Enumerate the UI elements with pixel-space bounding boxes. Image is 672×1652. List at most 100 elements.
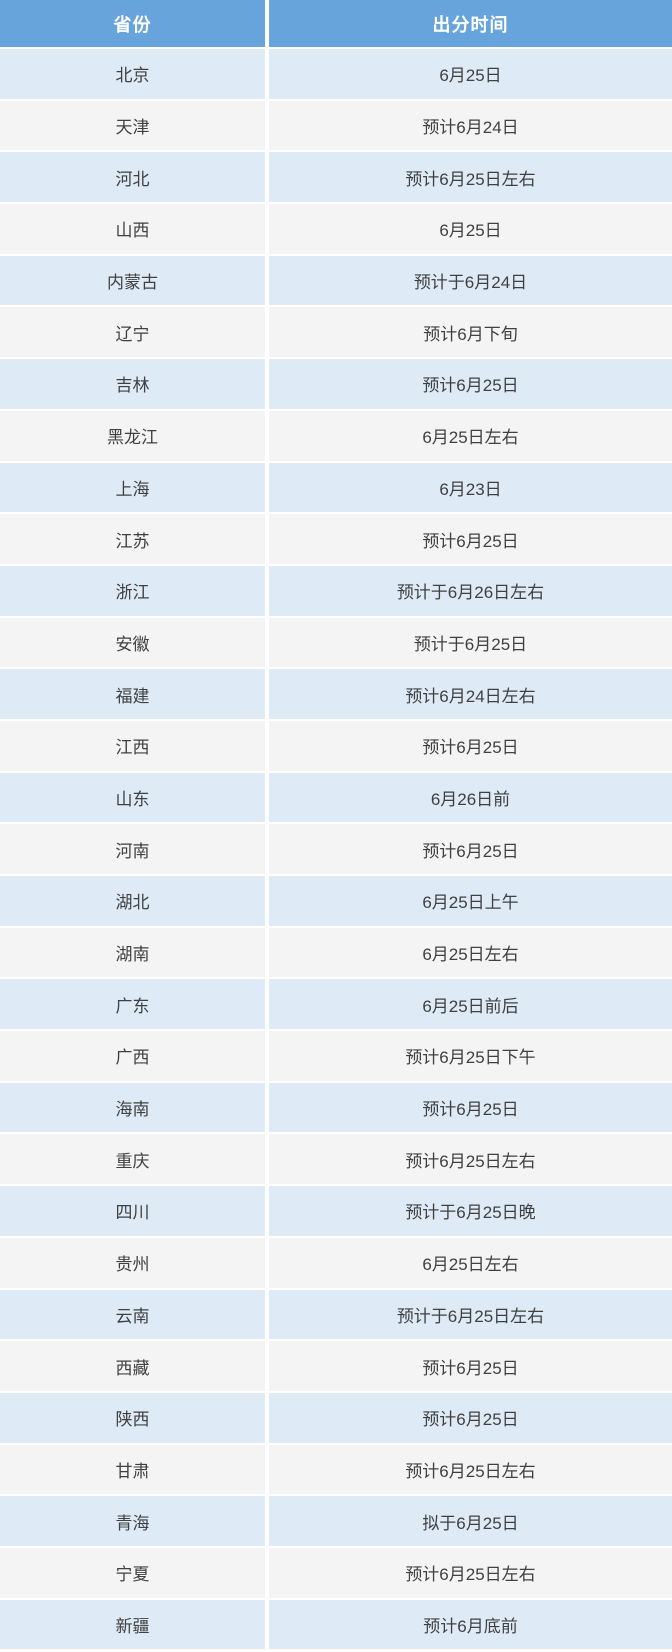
score-time-cell: 6月25日左右	[265, 408, 672, 462]
table-row: 北京 6月25日	[0, 47, 672, 100]
province-cell: 青海	[0, 1494, 267, 1547]
province-cell: 广东	[0, 977, 267, 1031]
province-cell: 湖北	[0, 874, 267, 927]
score-time-cell: 预计6月25日左右	[265, 1545, 672, 1599]
score-time-cell: 预计6月底前	[265, 1597, 672, 1650]
table-row: 宁夏 预计6月25日左右	[0, 1545, 672, 1599]
table-row: 山东 6月26日前	[0, 770, 672, 824]
table-row: 辽宁 预计6月下旬	[0, 305, 672, 359]
score-time-cell: 6月25日左右	[265, 1235, 672, 1289]
table-row: 内蒙古 预计于6月24日	[0, 253, 672, 307]
table-row: 安徽 预计于6月25日	[0, 615, 672, 669]
table-row: 重庆 预计6月25日左右	[0, 1132, 672, 1186]
province-cell: 广西	[0, 1029, 267, 1082]
score-time-cell: 预计6月25日左右	[265, 1442, 672, 1496]
table-body: 北京 6月25日 天津 预计6月24日 河北 预计6月25日左右 山西 6月25日 内蒙古 预计于…	[0, 47, 672, 1650]
score-time-cell: 6月25日前后	[265, 977, 672, 1031]
province-cell: 山西	[0, 202, 267, 255]
province-cell: 江西	[0, 718, 267, 772]
province-cell: 山东	[0, 770, 267, 824]
table-row: 天津 预计6月24日	[0, 98, 672, 152]
table-row: 河北 预计6月25日左右	[0, 150, 672, 204]
score-time-cell: 6月26日前	[265, 770, 672, 824]
score-time-cell: 6月23日	[265, 460, 672, 514]
table-row: 福建 预计6月24日左右	[0, 667, 672, 720]
province-cell: 安徽	[0, 615, 267, 669]
table-row: 贵州 6月25日左右	[0, 1235, 672, 1289]
table-header: 省份 出分时间	[0, 0, 672, 48]
header-row: 省份 出分时间	[0, 0, 672, 48]
score-time-cell: 预计6月25日	[265, 357, 672, 410]
province-cell: 湖南	[0, 925, 267, 979]
score-time-cell: 预计于6月26日左右	[265, 563, 672, 617]
score-time-cell: 预计于6月24日	[265, 253, 672, 307]
table-row: 甘肃 预计6月25日左右	[0, 1442, 672, 1496]
province-cell: 贵州	[0, 1235, 267, 1289]
province-cell: 浙江	[0, 563, 267, 617]
province-cell: 天津	[0, 98, 267, 152]
province-cell: 重庆	[0, 1132, 267, 1186]
province-cell: 陕西	[0, 1390, 267, 1444]
table-row: 四川 预计于6月25日晚	[0, 1184, 672, 1237]
province-cell: 云南	[0, 1287, 267, 1341]
score-time-cell: 6月25日	[265, 47, 672, 100]
score-time-cell: 预计6月24日左右	[265, 667, 672, 720]
table-row: 吉林 预计6月25日	[0, 357, 672, 410]
province-cell: 黑龙江	[0, 408, 267, 462]
score-time-cell: 6月25日上午	[265, 874, 672, 927]
score-time-cell: 预计6月25日	[265, 718, 672, 772]
province-cell: 西藏	[0, 1339, 267, 1392]
score-time-cell: 预计于6月25日晚	[265, 1184, 672, 1237]
province-cell: 吉林	[0, 357, 267, 410]
table-row: 海南 预计6月25日	[0, 1080, 672, 1134]
province-cell: 内蒙古	[0, 253, 267, 307]
province-cell: 辽宁	[0, 305, 267, 359]
table-row: 西藏 预计6月25日	[0, 1339, 672, 1392]
table-row: 广西 预计6月25日下午	[0, 1029, 672, 1082]
score-time-cell: 预计于6月25日	[265, 615, 672, 669]
table-row: 黑龙江 6月25日左右	[0, 408, 672, 462]
bottom-divider	[0, 1649, 672, 1652]
column-header-score-time: 出分时间	[265, 0, 672, 48]
score-time-cell: 拟于6月25日	[265, 1494, 672, 1547]
score-time-cell: 6月25日左右	[265, 925, 672, 979]
table-row: 浙江 预计于6月26日左右	[0, 563, 672, 617]
province-cell: 海南	[0, 1080, 267, 1134]
table-row: 山西 6月25日	[0, 202, 672, 255]
province-cell: 河南	[0, 822, 267, 875]
table-row: 广东 6月25日前后	[0, 977, 672, 1031]
table-row: 湖北 6月25日上午	[0, 874, 672, 927]
province-cell: 宁夏	[0, 1545, 267, 1599]
province-cell: 北京	[0, 47, 267, 100]
table-row: 青海 拟于6月25日	[0, 1494, 672, 1547]
table-row: 新疆 预计6月底前	[0, 1597, 672, 1650]
province-cell: 河北	[0, 150, 267, 204]
score-time-cell: 预计6月25日	[265, 1339, 672, 1392]
score-time-cell: 预计于6月25日左右	[265, 1287, 672, 1341]
score-time-cell: 预计6月下旬	[265, 305, 672, 359]
table-row: 河南 预计6月25日	[0, 822, 672, 875]
table-row: 陕西 预计6月25日	[0, 1390, 672, 1444]
table-row: 江西 预计6月25日	[0, 718, 672, 772]
province-cell: 新疆	[0, 1597, 267, 1650]
province-cell: 江苏	[0, 512, 267, 565]
province-cell: 上海	[0, 460, 267, 514]
score-time-cell: 预计6月25日下午	[265, 1029, 672, 1082]
column-header-province: 省份	[0, 0, 267, 48]
score-time-cell: 预计6月25日	[265, 512, 672, 565]
province-cell: 甘肃	[0, 1442, 267, 1496]
score-time-cell: 预计6月25日左右	[265, 150, 672, 204]
score-time-cell: 预计6月25日左右	[265, 1132, 672, 1186]
table-row: 湖南 6月25日左右	[0, 925, 672, 979]
score-time-cell: 预计6月25日	[265, 822, 672, 875]
province-cell: 四川	[0, 1184, 267, 1237]
table-row: 云南 预计于6月25日左右	[0, 1287, 672, 1341]
province-cell: 福建	[0, 667, 267, 720]
score-time-cell: 预计6月25日	[265, 1390, 672, 1444]
score-time-cell: 预计6月25日	[265, 1080, 672, 1134]
score-time-cell: 预计6月24日	[265, 98, 672, 152]
score-time-cell: 6月25日	[265, 202, 672, 255]
table-row: 上海 6月23日	[0, 460, 672, 514]
